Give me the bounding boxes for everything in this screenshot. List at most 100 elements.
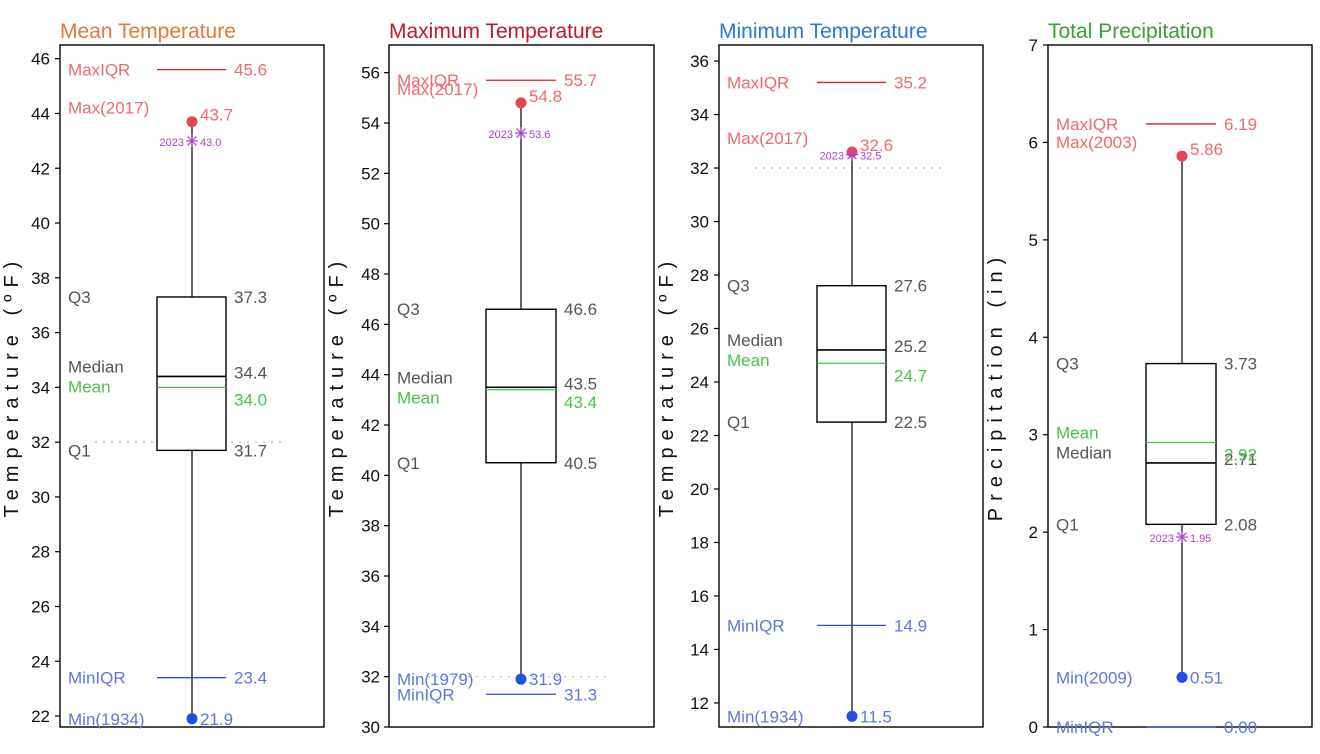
y-tick-label: 28 xyxy=(31,543,50,562)
y-axis-label: Temperature (ºF) xyxy=(326,255,348,518)
year-2023-value: 1.95 xyxy=(1190,533,1211,545)
y-axis-label: Precipitation (in) xyxy=(985,251,1007,522)
maxiqr-label: MaxIQR xyxy=(68,61,130,80)
max-value: 32.6 xyxy=(860,136,893,155)
maxiqr-value: 55.7 xyxy=(564,71,597,90)
year-2023-marker-stroke xyxy=(847,149,857,160)
maxiqr-label: MaxIQR xyxy=(1056,115,1118,134)
y-tick-label: 44 xyxy=(361,366,380,385)
min-point xyxy=(186,713,198,725)
y-tick-label: 32 xyxy=(361,668,380,687)
max-label: Max(2017) xyxy=(727,129,808,148)
y-tick-label: 40 xyxy=(361,466,380,485)
median-label: Median xyxy=(1056,444,1112,463)
y-tick-label: 24 xyxy=(31,652,50,671)
min-point xyxy=(1176,671,1188,683)
mean-label: Mean xyxy=(68,377,111,396)
y-tick-label: 22 xyxy=(31,707,50,726)
year-2023-value: 32.5 xyxy=(860,151,881,163)
panel-4: Total Precipitation Precipitation (in) 0 1 2… xyxy=(985,20,1313,737)
year-2023-marker-stroke xyxy=(516,128,526,139)
max-label: Max(2017) xyxy=(397,80,478,99)
y-tick-label: 30 xyxy=(690,213,709,232)
mean-label: Mean xyxy=(727,351,770,370)
q3-label: Q3 xyxy=(397,300,420,319)
q3-label: Q3 xyxy=(1056,355,1079,374)
year-2023-label: 2023 xyxy=(820,151,844,163)
y-tick-label: 28 xyxy=(690,266,709,285)
y-tick-label: 56 xyxy=(361,64,380,83)
miniqr-label: MinIQR xyxy=(1056,718,1114,737)
y-tick-label: 46 xyxy=(31,50,50,69)
q1-label: Q1 xyxy=(68,441,91,460)
y-tick-label: 5 xyxy=(1029,231,1038,250)
year-2023-label: 2023 xyxy=(1150,533,1174,545)
y-tick-label: 40 xyxy=(31,214,50,233)
median-label: Median xyxy=(397,368,453,387)
panel-title: Total Precipitation xyxy=(1048,20,1214,43)
q1-label: Q1 xyxy=(727,413,750,432)
median-value: 25.2 xyxy=(894,337,927,356)
year-2023-marker xyxy=(846,148,858,161)
y-tick-label: 52 xyxy=(361,164,380,183)
y-tick-label: 30 xyxy=(31,488,50,507)
min-value: 11.5 xyxy=(860,707,892,726)
year-2023-marker xyxy=(186,134,198,147)
maxiqr-value: 6.19 xyxy=(1224,115,1257,134)
y-tick-label: 2 xyxy=(1029,523,1038,542)
mean-value: 2.92 xyxy=(1224,446,1257,465)
min-value: 31.9 xyxy=(529,670,562,689)
y-tick-label: 46 xyxy=(361,315,380,334)
plot-frame xyxy=(59,44,325,728)
q3-value: 37.3 xyxy=(234,288,267,307)
min-point xyxy=(515,673,527,685)
median-label: Median xyxy=(727,331,783,350)
median-label: Median xyxy=(68,357,124,376)
y-tick-label: 18 xyxy=(690,533,709,552)
y-axis-label: Temperature (ºF) xyxy=(656,255,678,518)
max-value: 5.86 xyxy=(1190,140,1223,159)
max-label: Max(2003) xyxy=(1056,133,1137,152)
min-label: Min(1934) xyxy=(727,707,804,726)
q1-value: 31.7 xyxy=(234,441,267,460)
plot-frame xyxy=(388,44,655,728)
min-value: 0.51 xyxy=(1190,668,1223,687)
year-2023-value: 53.6 xyxy=(529,129,550,141)
max-point xyxy=(515,97,527,109)
median-value: 43.5 xyxy=(564,374,597,393)
max-value: 43.7 xyxy=(200,106,233,125)
min-label: Min(2009) xyxy=(1056,668,1133,687)
min-point xyxy=(846,710,858,722)
miniqr-value: 14.9 xyxy=(894,616,927,635)
mean-value: 34.0 xyxy=(234,390,267,409)
y-tick-label: 26 xyxy=(31,597,50,616)
miniqr-value: 0.00 xyxy=(1224,718,1257,737)
maxiqr-label: MaxIQR xyxy=(397,71,459,90)
y-tick-label: 6 xyxy=(1029,133,1038,152)
y-tick-label: 24 xyxy=(690,373,709,392)
q3-value: 3.73 xyxy=(1224,355,1257,374)
y-tick-label: 54 xyxy=(361,114,380,133)
y-tick-label: 1 xyxy=(1029,621,1038,640)
year-2023-marker xyxy=(515,127,527,140)
miniqr-label: MinIQR xyxy=(727,616,785,635)
q1-label: Q1 xyxy=(397,454,420,473)
q1-value: 22.5 xyxy=(894,413,927,432)
q3-label: Q3 xyxy=(727,277,750,296)
min-label: Min(1934) xyxy=(68,710,145,729)
y-tick-label: 32 xyxy=(690,159,709,178)
y-tick-label: 20 xyxy=(690,480,709,499)
panel-1: Mean Temperature Temperature (ºF) 22 24 26 28… xyxy=(1,20,325,729)
q1-value: 2.08 xyxy=(1224,515,1257,534)
y-tick-label: 12 xyxy=(690,694,709,713)
maxiqr-value: 35.2 xyxy=(894,73,927,92)
y-tick-label: 16 xyxy=(690,587,709,606)
y-tick-label: 42 xyxy=(361,416,380,435)
iqr-box xyxy=(156,296,227,452)
year-2023-label: 2023 xyxy=(160,137,184,149)
y-tick-label: 38 xyxy=(361,517,380,536)
y-tick-label: 50 xyxy=(361,215,380,234)
iqr-box xyxy=(485,308,557,464)
plot-frame xyxy=(718,44,984,728)
y-tick-label: 44 xyxy=(31,104,50,123)
